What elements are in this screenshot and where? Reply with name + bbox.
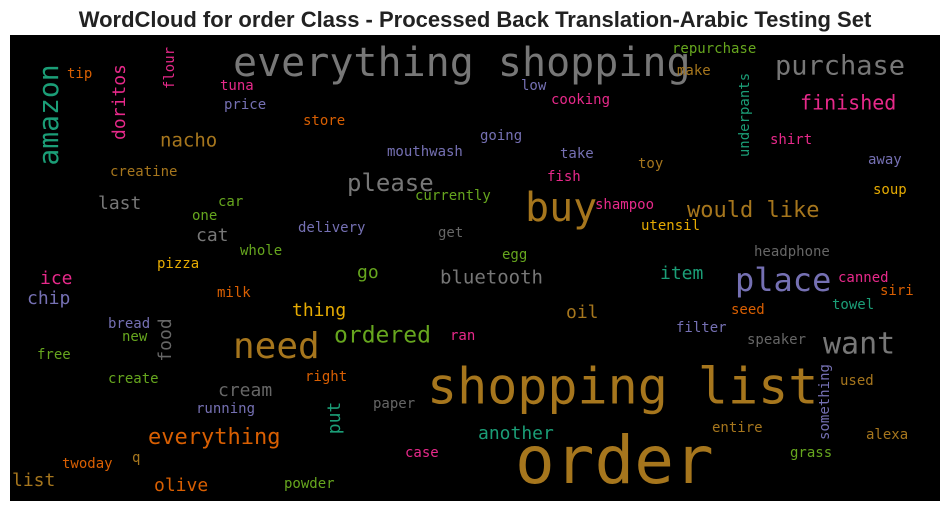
word: bread xyxy=(108,316,150,332)
word: buy xyxy=(525,185,597,231)
word: want xyxy=(823,327,895,362)
word: bluetooth xyxy=(440,267,543,289)
word: price xyxy=(224,97,266,113)
word: egg xyxy=(502,247,527,263)
word: ran xyxy=(450,328,475,344)
word: shopping list xyxy=(427,358,818,416)
word: car xyxy=(218,194,243,210)
word: toy xyxy=(638,156,663,172)
word: one xyxy=(192,208,217,224)
word: canned xyxy=(838,270,889,286)
word: right xyxy=(305,369,347,385)
word: ordered xyxy=(334,323,431,349)
word: siri xyxy=(880,283,914,299)
word: paper xyxy=(373,396,415,412)
word: please xyxy=(347,169,434,197)
chart-title: WordCloud for order Class - Processed Ba… xyxy=(79,7,872,32)
word: low xyxy=(521,78,547,94)
word: order xyxy=(515,422,714,499)
word: filter xyxy=(676,320,727,336)
word: last xyxy=(98,193,141,214)
word: finished xyxy=(800,91,896,115)
word: whole xyxy=(240,243,282,259)
word: another xyxy=(478,423,554,444)
word: olive xyxy=(154,475,208,496)
word: put xyxy=(324,402,345,435)
word: list xyxy=(12,470,55,491)
word: mouthwash xyxy=(387,144,463,160)
word: everything shopping xyxy=(233,40,691,86)
word: flour xyxy=(162,47,178,89)
word: doritos xyxy=(109,64,130,140)
word: place xyxy=(735,261,831,299)
word: delivery xyxy=(298,220,365,236)
word: alexa xyxy=(866,427,908,443)
word: soup xyxy=(873,182,907,198)
word: speaker xyxy=(747,332,806,348)
word: take xyxy=(560,146,594,162)
word: free xyxy=(37,347,71,363)
word: everything xyxy=(148,425,280,450)
word: shampoo xyxy=(595,197,654,213)
word: new xyxy=(122,329,148,345)
word: oil xyxy=(566,302,599,323)
word: purchase xyxy=(775,51,905,82)
word: thing xyxy=(292,300,346,321)
word: item xyxy=(660,263,703,284)
word: make xyxy=(677,63,711,79)
word: twoday xyxy=(62,456,113,472)
word: ice xyxy=(40,268,73,289)
word: entire xyxy=(712,420,763,436)
word: underpants xyxy=(737,73,753,157)
word: used xyxy=(840,373,874,389)
word: food xyxy=(155,318,176,361)
word: go xyxy=(357,262,379,283)
word: amazon xyxy=(32,64,65,165)
word: q xyxy=(132,450,140,466)
word: repurchase xyxy=(672,41,756,57)
word: currently xyxy=(415,188,491,204)
word: towel xyxy=(832,297,874,313)
word: milk xyxy=(217,285,251,301)
word: seed xyxy=(731,302,765,318)
word: something xyxy=(817,364,833,440)
word: create xyxy=(108,371,159,387)
word: shirt xyxy=(770,132,812,148)
word: chip xyxy=(27,288,70,309)
word: grass xyxy=(790,445,832,461)
word: cat xyxy=(196,225,229,246)
word: going xyxy=(480,128,522,144)
word: tuna xyxy=(220,78,254,94)
word: get xyxy=(438,225,463,241)
word: nacho xyxy=(160,130,217,152)
word: cream xyxy=(218,380,272,401)
word: away xyxy=(868,152,902,168)
word: would like xyxy=(687,198,819,223)
word: need xyxy=(233,326,320,367)
cloud-background xyxy=(10,35,940,501)
word: pizza xyxy=(157,256,199,272)
word: tip xyxy=(67,66,92,82)
word: running xyxy=(196,401,255,417)
word: creatine xyxy=(110,164,177,180)
word: utensil xyxy=(641,218,700,234)
word: headphone xyxy=(754,244,830,260)
word: case xyxy=(405,445,439,461)
word: powder xyxy=(284,476,335,492)
word: fish xyxy=(547,169,581,185)
word: cooking xyxy=(551,92,610,108)
word: store xyxy=(303,113,345,129)
